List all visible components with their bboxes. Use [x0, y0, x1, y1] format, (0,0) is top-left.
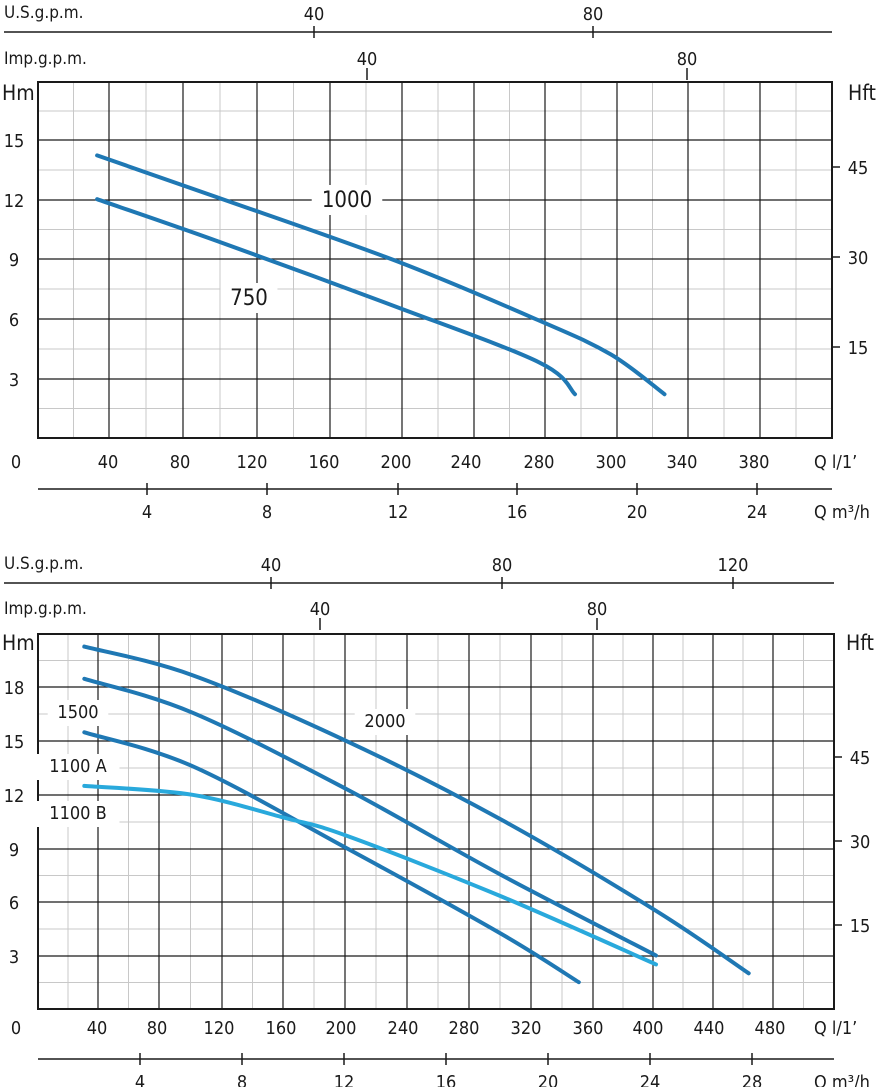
chart2-impgpm-label: Imp.g.p.m.	[4, 599, 87, 619]
chart2-hft-tick-label: 45	[850, 748, 871, 769]
chart1-m3h-tick-label: 8	[262, 502, 272, 523]
chart2-x-tick-label: 80	[147, 1018, 168, 1039]
chart2-m3h-tick-label: 8	[237, 1072, 247, 1087]
chart2-series-label: 2000	[364, 711, 405, 732]
chart2-x-tick-label: 360	[573, 1018, 604, 1039]
chart2-series-label-bg	[354, 709, 416, 735]
chart2-x-tick-label: 120	[204, 1018, 235, 1039]
chart2-x-tick-label: 320	[511, 1018, 542, 1039]
chart1-series-label: 1000	[322, 188, 372, 213]
chart1-m3h-tick-label: 20	[627, 502, 648, 523]
chart2-curve-2000	[82, 644, 751, 976]
chart2-usgpm-tick-label: 80	[492, 555, 513, 576]
chart1-y-tick-label: 12	[4, 191, 25, 212]
chart1-m3h-tick-label: 24	[747, 502, 768, 523]
chart2-q-m3h-label: Q m³/h	[814, 1072, 870, 1087]
chart2-x-tick-label: 480	[755, 1018, 786, 1039]
chart2-series-label-bg	[36, 754, 120, 780]
chart1-curve-1000	[95, 153, 667, 397]
chart2-x-tick-label: 0	[11, 1018, 21, 1039]
chart2-m3h-tick-label: 16	[436, 1072, 457, 1087]
chart2-impgpm-tick-label: 40	[310, 599, 331, 620]
chart1-m3h-tick-label: 12	[388, 502, 409, 523]
chart1-curve-750	[95, 197, 577, 397]
chart2-x-tick-label: 400	[633, 1018, 664, 1039]
chart1-m3h-tick-label: 4	[142, 502, 152, 523]
chart1-q-lmin-label: Q l/1’	[814, 452, 857, 473]
chart1-usgpm-label: U.S.g.p.m.	[4, 3, 84, 23]
chart2-x-tick-label: 440	[694, 1018, 725, 1039]
chart1-hft-tick-label: 15	[848, 338, 869, 359]
chart2-impgpm-tick-label: 80	[587, 599, 608, 620]
chart2-series-label: 1100 A	[49, 756, 106, 777]
chart2-hft-tick-label: 30	[850, 832, 871, 853]
chart1-x-tick-label: 160	[309, 452, 340, 473]
chart1-series-label-bg	[311, 185, 383, 215]
chart1-usgpm-tick-label: 40	[304, 4, 325, 25]
chart1-usgpm-tick-label: 80	[583, 4, 604, 25]
chart1-impgpm-tick-label: 40	[357, 49, 378, 70]
chart2-series-label-bg	[47, 700, 109, 726]
chart1-hm-label: Hm	[2, 81, 35, 105]
chart2-q-lmin-label: Q l/1’	[814, 1018, 857, 1039]
chart1-y-tick-label: 9	[9, 250, 19, 271]
chart1-minor-grid	[38, 82, 832, 438]
chart2-curve-1100-a	[82, 730, 581, 985]
chart1-x-tick-label: 240	[451, 452, 482, 473]
chart2-x-tick-label: 240	[388, 1018, 419, 1039]
chart1-y-tick-label: 15	[4, 131, 25, 152]
chart2-y-tick-label: 3	[9, 947, 19, 968]
chart2-y-tick-label: 6	[9, 893, 19, 914]
chart2-y-tick-label: 15	[4, 732, 25, 753]
chart2-curve-1500	[82, 676, 658, 958]
chart1-impgpm-tick-label: 80	[677, 49, 698, 70]
chart2-y-tick-label: 9	[9, 840, 19, 861]
chart1-hft-label: Hft	[848, 81, 876, 105]
chart2-m3h-tick-label: 24	[640, 1072, 661, 1087]
chart1-x-tick-label: 200	[381, 452, 412, 473]
chart2-series-label-bg	[36, 801, 120, 827]
chart2-y-tick-label: 18	[4, 678, 25, 699]
chart2-series-label: 1100 B	[49, 803, 106, 824]
chart1-x-tick-label: 0	[11, 452, 21, 473]
chart2-x-tick-label: 200	[326, 1018, 357, 1039]
chart2-x-tick-label: 40	[87, 1018, 108, 1039]
chart1-series-label-bg	[220, 283, 278, 313]
chart1-m3h-tick-label: 16	[507, 502, 528, 523]
chart1-x-tick-label: 300	[596, 452, 627, 473]
chart1-plot-frame	[37, 81, 833, 439]
chart2-x-tick-label: 280	[449, 1018, 480, 1039]
chart2-usgpm-tick-label: 120	[718, 555, 749, 576]
chart1-series-label: 750	[230, 286, 268, 311]
chart1-hft-tick-label: 45	[848, 158, 869, 179]
chart2-m3h-tick-label: 28	[742, 1072, 763, 1087]
chart1-x-tick-label: 280	[524, 452, 555, 473]
chart2-hft-tick-label: 15	[850, 916, 871, 937]
chart1-x-tick-label: 40	[98, 452, 119, 473]
chart2-curve-1100-b	[82, 783, 658, 967]
chart2-y-tick-label: 12	[4, 786, 25, 807]
chart2-series-label: 1500	[57, 702, 98, 723]
chart1-x-tick-label: 380	[739, 452, 770, 473]
chart2-x-tick-label: 160	[266, 1018, 297, 1039]
chart1-q-m3h-label: Q m³/h	[814, 502, 870, 523]
chart2-usgpm-label: U.S.g.p.m.	[4, 554, 84, 574]
chart1-impgpm-label: Imp.g.p.m.	[4, 49, 87, 69]
chart2-minor-grid	[38, 634, 834, 1009]
chart1-x-tick-label: 340	[667, 452, 698, 473]
chart1-x-tick-label: 120	[237, 452, 268, 473]
chart1-major-grid	[37, 81, 833, 439]
chart1-x-tick-label: 80	[170, 452, 191, 473]
chart2-hft-label: Hft	[846, 631, 874, 655]
chart1-hft-tick-label: 30	[848, 248, 869, 269]
chart1-y-tick-label: 6	[9, 310, 19, 331]
chart1-y-tick-label: 3	[9, 370, 19, 391]
chart2-hm-label: Hm	[2, 631, 35, 655]
chart2-m3h-tick-label: 20	[538, 1072, 559, 1087]
chart2-usgpm-tick-label: 40	[261, 555, 282, 576]
chart2-m3h-tick-label: 12	[334, 1072, 355, 1087]
chart2-m3h-tick-label: 4	[135, 1072, 145, 1087]
